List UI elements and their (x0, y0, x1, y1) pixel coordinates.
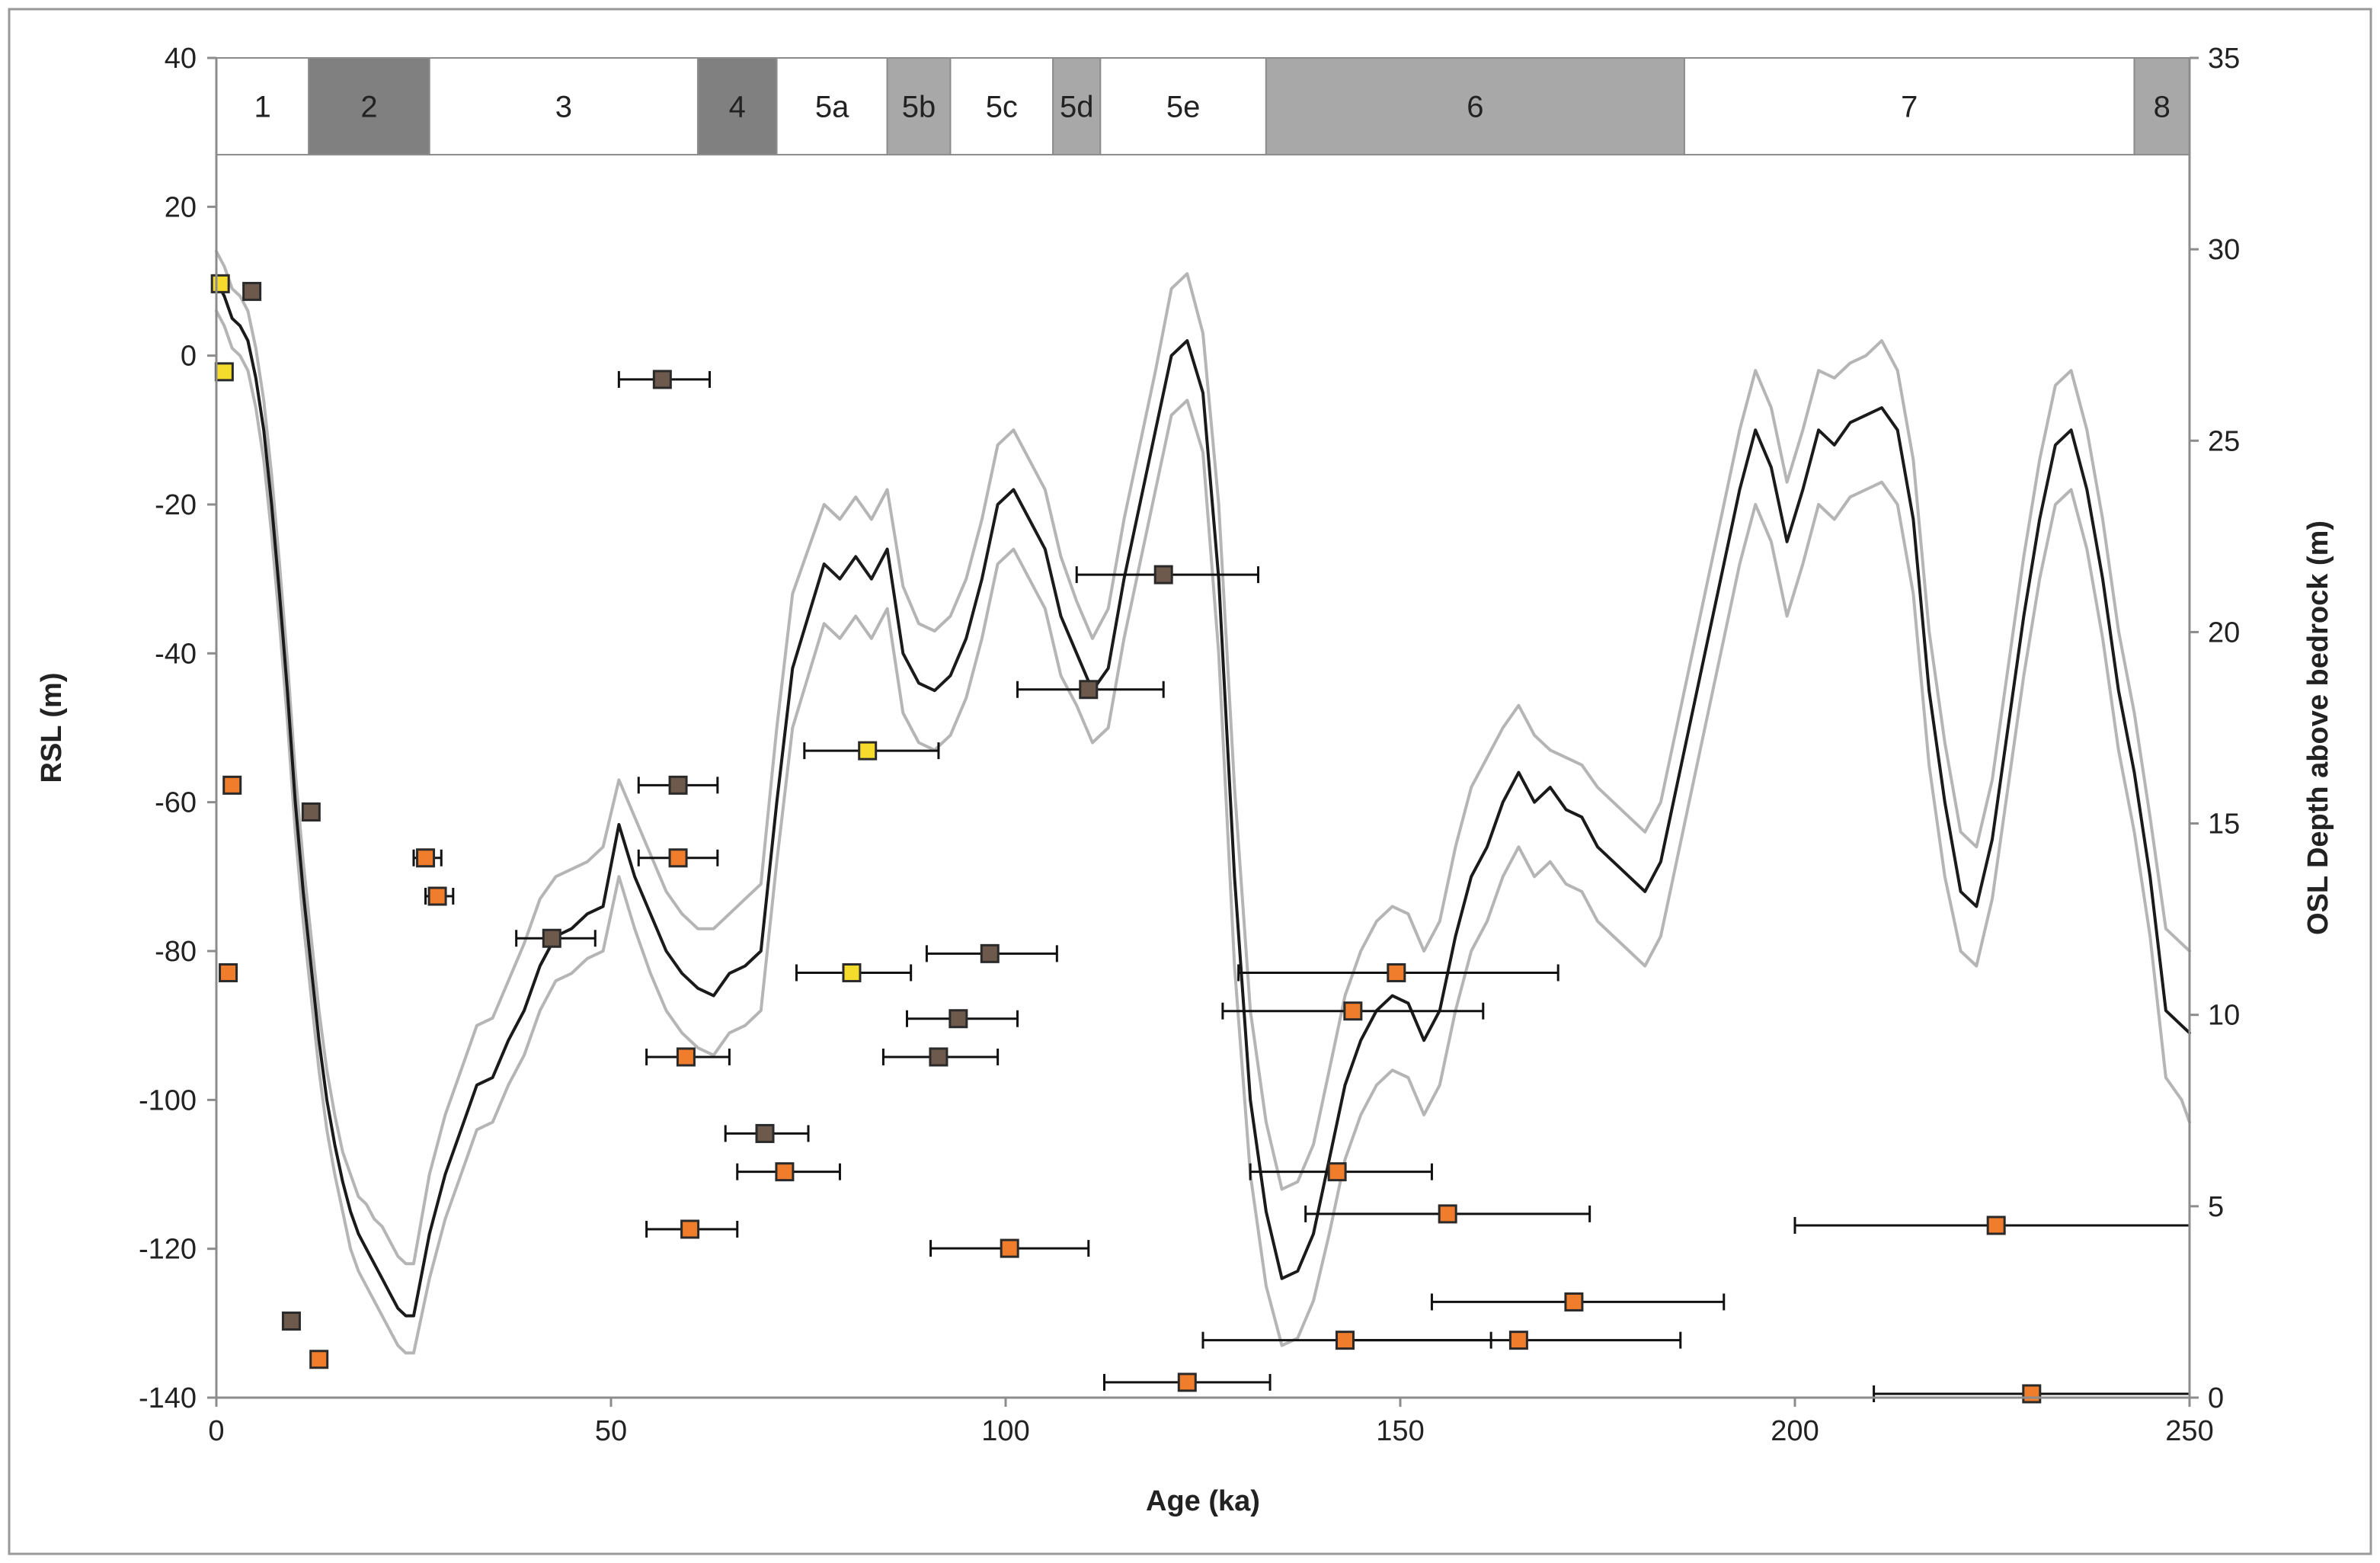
mis-stage-label: 3 (555, 90, 572, 123)
axes (215, 58, 2191, 1399)
mis-stage-5e (1099, 57, 1267, 155)
mis-stage-1 (216, 57, 310, 155)
y-tick-label: -100 (139, 1084, 197, 1116)
osl-sample-point (1327, 1162, 1347, 1182)
x-tick-label: 150 (1376, 1415, 1424, 1447)
osl-sample-point (214, 362, 234, 382)
rsl-envelope (215, 249, 2191, 1355)
y-tick-label: -40 (155, 638, 197, 670)
y2-tick-label: 30 (2208, 234, 2240, 266)
osl-sample-point (427, 886, 447, 906)
osl-sample-point (775, 1162, 795, 1182)
x-tick-label: 100 (981, 1415, 1029, 1447)
osl-sample-point (1508, 1331, 1528, 1350)
mis-stage-5c (949, 57, 1054, 155)
osl-sample-point (1438, 1204, 1457, 1224)
mis-stage-5b (886, 57, 952, 155)
osl-sample-point (948, 1009, 968, 1029)
y2-tick-label: 25 (2208, 425, 2240, 457)
osl-sample-point (1343, 1001, 1363, 1021)
osl-sample-point (301, 802, 321, 822)
y2-tick-label: 35 (2208, 43, 2240, 75)
mis-stage-5d (1052, 57, 1102, 155)
y-tick-label: -120 (139, 1234, 197, 1266)
mis-stage-label: 7 (1901, 90, 1918, 123)
osl-sample-point (1564, 1292, 1584, 1312)
x-tick-label: 200 (1771, 1415, 1819, 1447)
y2-tick-label: 0 (2208, 1382, 2224, 1414)
osl-sample-point (309, 1350, 329, 1369)
y2-tick-label: 20 (2208, 617, 2240, 649)
osl-sample-point (1153, 565, 1173, 585)
osl-sample-point (676, 1047, 696, 1067)
y-tick-label: -60 (155, 787, 197, 819)
rsl-upper-envelope (215, 249, 2191, 1266)
osl-sample-point (542, 928, 561, 948)
osl-sample-point (652, 370, 672, 389)
osl-sample-point (219, 962, 238, 982)
mis-stage-label: 1 (254, 90, 270, 123)
osl-sample-point (1986, 1215, 2006, 1235)
osl-sample-point (1079, 680, 1099, 700)
mis-stage-label: 6 (1467, 90, 1483, 123)
y-tick-label: 40 (165, 43, 197, 75)
y-axis-title: RSL (m) (36, 673, 68, 783)
figure-frame (8, 8, 2372, 1555)
mis-stage-5a (776, 57, 888, 155)
osl-sample-point (416, 848, 436, 868)
mis-stage-bar: 1 2 3 4 5a 5b 5c 5d 5e 6 7 8 (216, 57, 2190, 155)
x-tick-label: 0 (208, 1415, 224, 1447)
y-tick-label: -20 (155, 489, 197, 521)
mis-stage-label: 8 (2154, 90, 2170, 123)
mis-stage-label: 5c (986, 90, 1018, 123)
osl-sample-point (842, 962, 862, 982)
x-tick-label: 250 (2165, 1415, 2213, 1447)
rsl-curve (215, 280, 2191, 1318)
osl-points (210, 274, 2042, 1404)
osl-sample-point (1335, 1331, 1355, 1350)
osl-sample-point (1177, 1372, 1197, 1392)
osl-sample-point (210, 274, 230, 293)
y-ticks: -140 -120 -100 -80 -60 -40 -20 0 20 40 (139, 43, 216, 1414)
mis-stage-label: 5b (902, 90, 936, 123)
mis-stage-label: 2 (360, 90, 377, 123)
osl-sample-point (2022, 1384, 2042, 1404)
osl-sample-point (668, 775, 688, 795)
mis-stage-2 (308, 57, 430, 155)
rsl-lower-envelope (215, 309, 2191, 1355)
y2-tick-label: 15 (2208, 809, 2240, 841)
x-ticks: 0 50 100 150 200 250 (208, 1398, 2214, 1447)
mis-stage-6 (1265, 57, 1685, 155)
y2-tick-label: 5 (2208, 1191, 2224, 1223)
osl-sample-point (1387, 962, 1406, 982)
osl-sample-point (1000, 1238, 1019, 1258)
x-axis-title: Age (ka) (1146, 1485, 1260, 1517)
x-tick-label: 50 (595, 1415, 627, 1447)
mis-stage-label: 5e (1166, 90, 1201, 123)
mis-stage-label: 5d (1060, 90, 1094, 123)
y-tick-label: 20 (165, 191, 197, 223)
y2-ticks: 0 5 10 15 20 25 30 35 (2190, 43, 2240, 1414)
rsl-curve-group (215, 280, 2191, 1318)
y2-axis-title: OSL Depth above bedrock (m) (2302, 520, 2334, 935)
osl-sample-point (668, 848, 688, 868)
y-tick-label: -80 (155, 936, 197, 968)
mis-stage-8 (2133, 57, 2190, 155)
osl-sample-point (755, 1123, 775, 1143)
osl-sample-point (222, 775, 242, 795)
mis-stage-3 (428, 57, 699, 155)
osl-sample-point (281, 1312, 301, 1331)
mis-stage-label: 5a (815, 90, 849, 123)
mis-stage-label: 4 (729, 90, 746, 123)
osl-sample-point (242, 281, 262, 301)
osl-sample-point (858, 741, 878, 761)
osl-sample-point (929, 1047, 948, 1067)
osl-sample-point (680, 1219, 700, 1239)
y2-tick-label: 10 (2208, 1000, 2240, 1032)
y-tick-label: -140 (139, 1382, 197, 1414)
osl-sample-point (980, 943, 1000, 963)
y-tick-label: 0 (181, 341, 197, 373)
